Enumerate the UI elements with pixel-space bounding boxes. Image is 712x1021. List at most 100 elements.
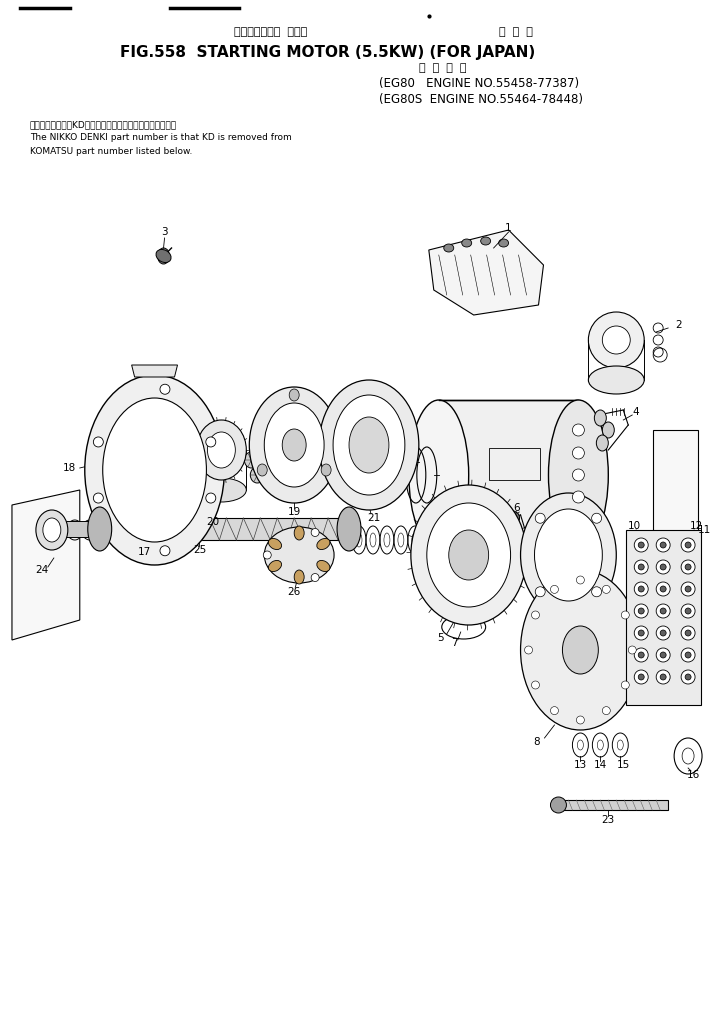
- Ellipse shape: [660, 674, 666, 680]
- Ellipse shape: [160, 546, 170, 555]
- Bar: [100, 518, 349, 540]
- Ellipse shape: [634, 648, 648, 662]
- Ellipse shape: [565, 542, 578, 556]
- Text: The NIKKO DENKI part number is that KD is removed from: The NIKKO DENKI part number is that KD i…: [30, 134, 292, 143]
- Ellipse shape: [498, 239, 508, 247]
- Text: 9: 9: [575, 495, 582, 505]
- Ellipse shape: [634, 670, 648, 684]
- Ellipse shape: [681, 604, 695, 618]
- Ellipse shape: [660, 586, 666, 592]
- Ellipse shape: [207, 432, 236, 468]
- Ellipse shape: [622, 681, 629, 689]
- Polygon shape: [653, 430, 698, 570]
- Ellipse shape: [156, 249, 171, 262]
- Ellipse shape: [681, 670, 695, 684]
- Ellipse shape: [289, 389, 299, 401]
- Ellipse shape: [656, 670, 670, 684]
- Ellipse shape: [449, 530, 488, 580]
- Ellipse shape: [531, 611, 540, 619]
- Ellipse shape: [249, 387, 339, 503]
- Ellipse shape: [681, 648, 695, 662]
- Ellipse shape: [520, 493, 617, 617]
- Text: 11: 11: [698, 525, 711, 535]
- Text: 24: 24: [36, 565, 48, 575]
- Ellipse shape: [294, 570, 304, 584]
- Ellipse shape: [653, 347, 663, 357]
- Ellipse shape: [311, 574, 319, 582]
- Ellipse shape: [634, 582, 648, 596]
- Ellipse shape: [634, 604, 648, 618]
- Ellipse shape: [268, 538, 281, 549]
- Polygon shape: [429, 230, 543, 315]
- Ellipse shape: [577, 576, 585, 584]
- Ellipse shape: [595, 410, 607, 426]
- Ellipse shape: [321, 464, 331, 476]
- Text: 22: 22: [497, 563, 511, 573]
- Ellipse shape: [317, 561, 330, 572]
- Ellipse shape: [572, 447, 585, 459]
- Ellipse shape: [157, 248, 169, 264]
- Bar: [439, 400, 578, 550]
- Ellipse shape: [685, 630, 691, 636]
- Ellipse shape: [520, 570, 640, 730]
- Ellipse shape: [268, 561, 281, 572]
- Ellipse shape: [660, 630, 666, 636]
- Ellipse shape: [409, 400, 468, 550]
- Ellipse shape: [558, 541, 572, 555]
- Ellipse shape: [656, 648, 670, 662]
- Ellipse shape: [311, 529, 319, 536]
- Ellipse shape: [525, 646, 533, 654]
- Text: KOMATSU part number listed below.: KOMATSU part number listed below.: [30, 146, 192, 155]
- Text: 20: 20: [206, 517, 219, 527]
- Ellipse shape: [93, 493, 103, 503]
- Ellipse shape: [685, 674, 691, 680]
- Ellipse shape: [588, 366, 644, 394]
- Ellipse shape: [656, 626, 670, 640]
- Ellipse shape: [660, 542, 666, 548]
- Ellipse shape: [337, 507, 361, 551]
- Ellipse shape: [634, 560, 648, 574]
- Ellipse shape: [562, 626, 598, 674]
- Ellipse shape: [36, 510, 68, 550]
- Text: 16: 16: [686, 770, 700, 780]
- Ellipse shape: [349, 417, 389, 473]
- Ellipse shape: [160, 384, 170, 394]
- Ellipse shape: [634, 538, 648, 552]
- Ellipse shape: [535, 514, 545, 523]
- Text: (EG80S  ENGINE NO.55464-78448): (EG80S ENGINE NO.55464-78448): [379, 94, 583, 106]
- Ellipse shape: [685, 652, 691, 658]
- Polygon shape: [132, 364, 177, 377]
- Text: 18: 18: [63, 463, 76, 473]
- Ellipse shape: [231, 445, 244, 461]
- Bar: [627, 530, 701, 704]
- Ellipse shape: [577, 716, 585, 724]
- Ellipse shape: [602, 326, 630, 354]
- Text: FIG.558  STARTING MOTOR (5.5KW) (FOR JAPAN): FIG.558 STARTING MOTOR (5.5KW) (FOR JAPA…: [120, 45, 535, 59]
- Text: 8: 8: [533, 737, 540, 747]
- Text: 適  用  号  機: 適 用 号 機: [419, 63, 466, 72]
- Text: 2: 2: [675, 320, 681, 330]
- Ellipse shape: [88, 507, 112, 551]
- Ellipse shape: [550, 707, 558, 715]
- Ellipse shape: [588, 312, 644, 368]
- Ellipse shape: [638, 586, 644, 592]
- Ellipse shape: [251, 467, 264, 483]
- Ellipse shape: [656, 582, 670, 596]
- Text: 26: 26: [288, 587, 300, 597]
- Ellipse shape: [531, 681, 540, 689]
- Text: 4: 4: [633, 407, 639, 417]
- Ellipse shape: [444, 244, 454, 252]
- Ellipse shape: [550, 585, 558, 593]
- Ellipse shape: [426, 503, 511, 607]
- Ellipse shape: [602, 585, 610, 593]
- Ellipse shape: [660, 564, 666, 570]
- Ellipse shape: [660, 607, 666, 614]
- Ellipse shape: [602, 707, 610, 715]
- Ellipse shape: [294, 526, 304, 540]
- Text: 25: 25: [193, 545, 206, 555]
- Ellipse shape: [411, 485, 527, 625]
- Ellipse shape: [592, 587, 602, 596]
- Ellipse shape: [685, 542, 691, 548]
- Text: 19: 19: [288, 507, 300, 517]
- Ellipse shape: [548, 400, 608, 550]
